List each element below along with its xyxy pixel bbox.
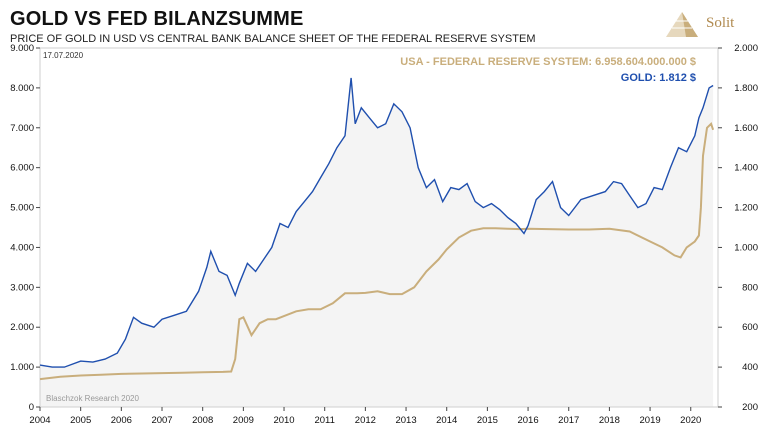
legend-gold: GOLD: 1.812 $ <box>620 72 696 84</box>
x-tick-label: 2006 <box>111 415 132 426</box>
x-tick-label: 2014 <box>436 415 457 426</box>
chart-subtitle: PRICE OF GOLD IN USD VS CENTRAL BANK BAL… <box>10 33 536 45</box>
logo-text: Solit <box>706 15 735 31</box>
x-tick-label: 2019 <box>640 415 661 426</box>
y-left-tick-label: 4.000 <box>10 242 34 253</box>
y-right-tick-label: 1.600 <box>734 123 758 134</box>
y-left-tick-label: 5.000 <box>10 203 34 214</box>
y-right-tick-label: 200 <box>742 402 758 413</box>
fed-series-line <box>39 121 715 381</box>
plot-frame <box>39 47 719 408</box>
y-left-tick-label: 6.000 <box>10 163 34 174</box>
chart-date: 17.07.2020 <box>43 51 84 60</box>
y-right-tick-label: 2.000 <box>734 43 758 54</box>
y-right-tick-label: 800 <box>742 282 758 293</box>
credit-text: Blaschzok Research 2020 <box>46 394 139 403</box>
x-tick-label: 2004 <box>29 415 50 426</box>
x-tick-label: 2012 <box>355 415 376 426</box>
y-left-tick-label: 0 <box>29 402 34 413</box>
x-tick-label: 2007 <box>151 415 172 426</box>
y-left-tick-label: 3.000 <box>10 282 34 293</box>
legend-fed: USA - FEDERAL RESERVE SYSTEM: 6.958.604.… <box>400 56 696 68</box>
y-right-tick-label: 1.000 <box>734 242 758 253</box>
x-tick-label: 2013 <box>395 415 416 426</box>
y-left-tick-label: 8.000 <box>10 83 34 94</box>
gold-area-fill <box>40 77 714 408</box>
x-tick-label: 2005 <box>70 415 91 426</box>
x-tick-label: 2009 <box>233 415 254 426</box>
y-left-tick-label: 1.000 <box>10 362 34 373</box>
y-right-tick-label: 1.800 <box>734 83 758 94</box>
y-right-tick-label: 1.400 <box>734 163 758 174</box>
y-left-tick-label: 9.000 <box>10 43 34 54</box>
solit-logo: Solit <box>662 10 752 40</box>
x-tick-label: 2018 <box>599 415 620 426</box>
page-title: GOLD VS FED BILANZSUMME <box>10 8 304 30</box>
x-tick-label: 2017 <box>558 415 579 426</box>
x-tick-label: 2011 <box>314 415 334 426</box>
gold-series-line <box>39 77 714 368</box>
pyramid-icon <box>666 12 698 37</box>
y-left-tick-label: 7.000 <box>10 123 34 134</box>
x-tick-label: 2015 <box>477 415 498 426</box>
y-right-tick-label: 400 <box>742 362 758 373</box>
y-right-tick-label: 1.200 <box>734 203 758 214</box>
y-left-tick-label: 2.000 <box>10 322 34 333</box>
y-right-tick-label: 600 <box>742 322 758 333</box>
x-tick-label: 2008 <box>192 415 213 426</box>
x-tick-label: 2020 <box>680 415 701 426</box>
x-tick-label: 2016 <box>517 415 538 426</box>
x-tick-label: 2010 <box>273 415 294 426</box>
